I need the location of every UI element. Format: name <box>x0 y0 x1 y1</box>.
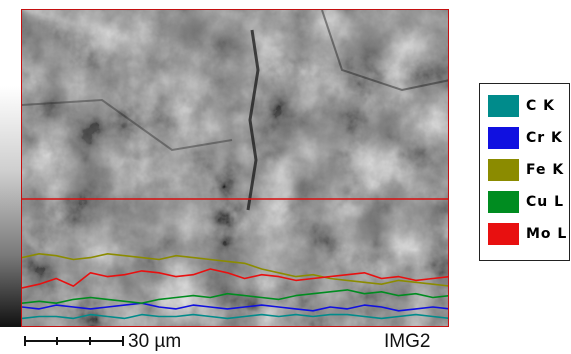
scale-bar <box>24 336 124 346</box>
legend-label: Cu L <box>526 194 565 210</box>
legend-label: Fe K <box>526 162 565 178</box>
scale-bar-label: 30 µm <box>128 331 182 352</box>
legend-swatch <box>488 95 519 117</box>
legend-item: C K <box>488 94 555 118</box>
legend-swatch <box>488 127 519 149</box>
legend-swatch <box>488 159 519 181</box>
series-layer <box>22 253 448 320</box>
legend-swatch <box>488 191 519 213</box>
series-line-fe-k <box>22 253 448 287</box>
legend-label: Mo L <box>526 226 568 242</box>
image-label: IMG2 <box>384 331 431 352</box>
series-line-cu-l <box>22 289 448 305</box>
sem-image-panel <box>21 9 449 327</box>
intensity-gradient-bar <box>0 86 21 327</box>
legend-item: Cr K <box>488 126 563 150</box>
legend-item: Mo L <box>488 222 567 246</box>
sem-ridge <box>22 98 233 152</box>
legend-swatch <box>488 223 519 245</box>
legend-label: C K <box>526 98 555 114</box>
legend: C K Cr K Fe K Cu L Mo L <box>479 83 570 261</box>
legend-item: Cu L <box>488 190 564 214</box>
sem-micrograph-texture <box>22 10 448 326</box>
legend-label: Cr K <box>526 130 563 146</box>
series-line-c-k <box>22 313 448 320</box>
sem-crack <box>246 29 260 211</box>
legend-item: Fe K <box>488 158 564 182</box>
series-line-cr-k <box>22 302 448 312</box>
sem-ridge <box>321 10 448 92</box>
linescan-chart <box>22 10 448 326</box>
series-line-mo-l <box>22 268 448 289</box>
